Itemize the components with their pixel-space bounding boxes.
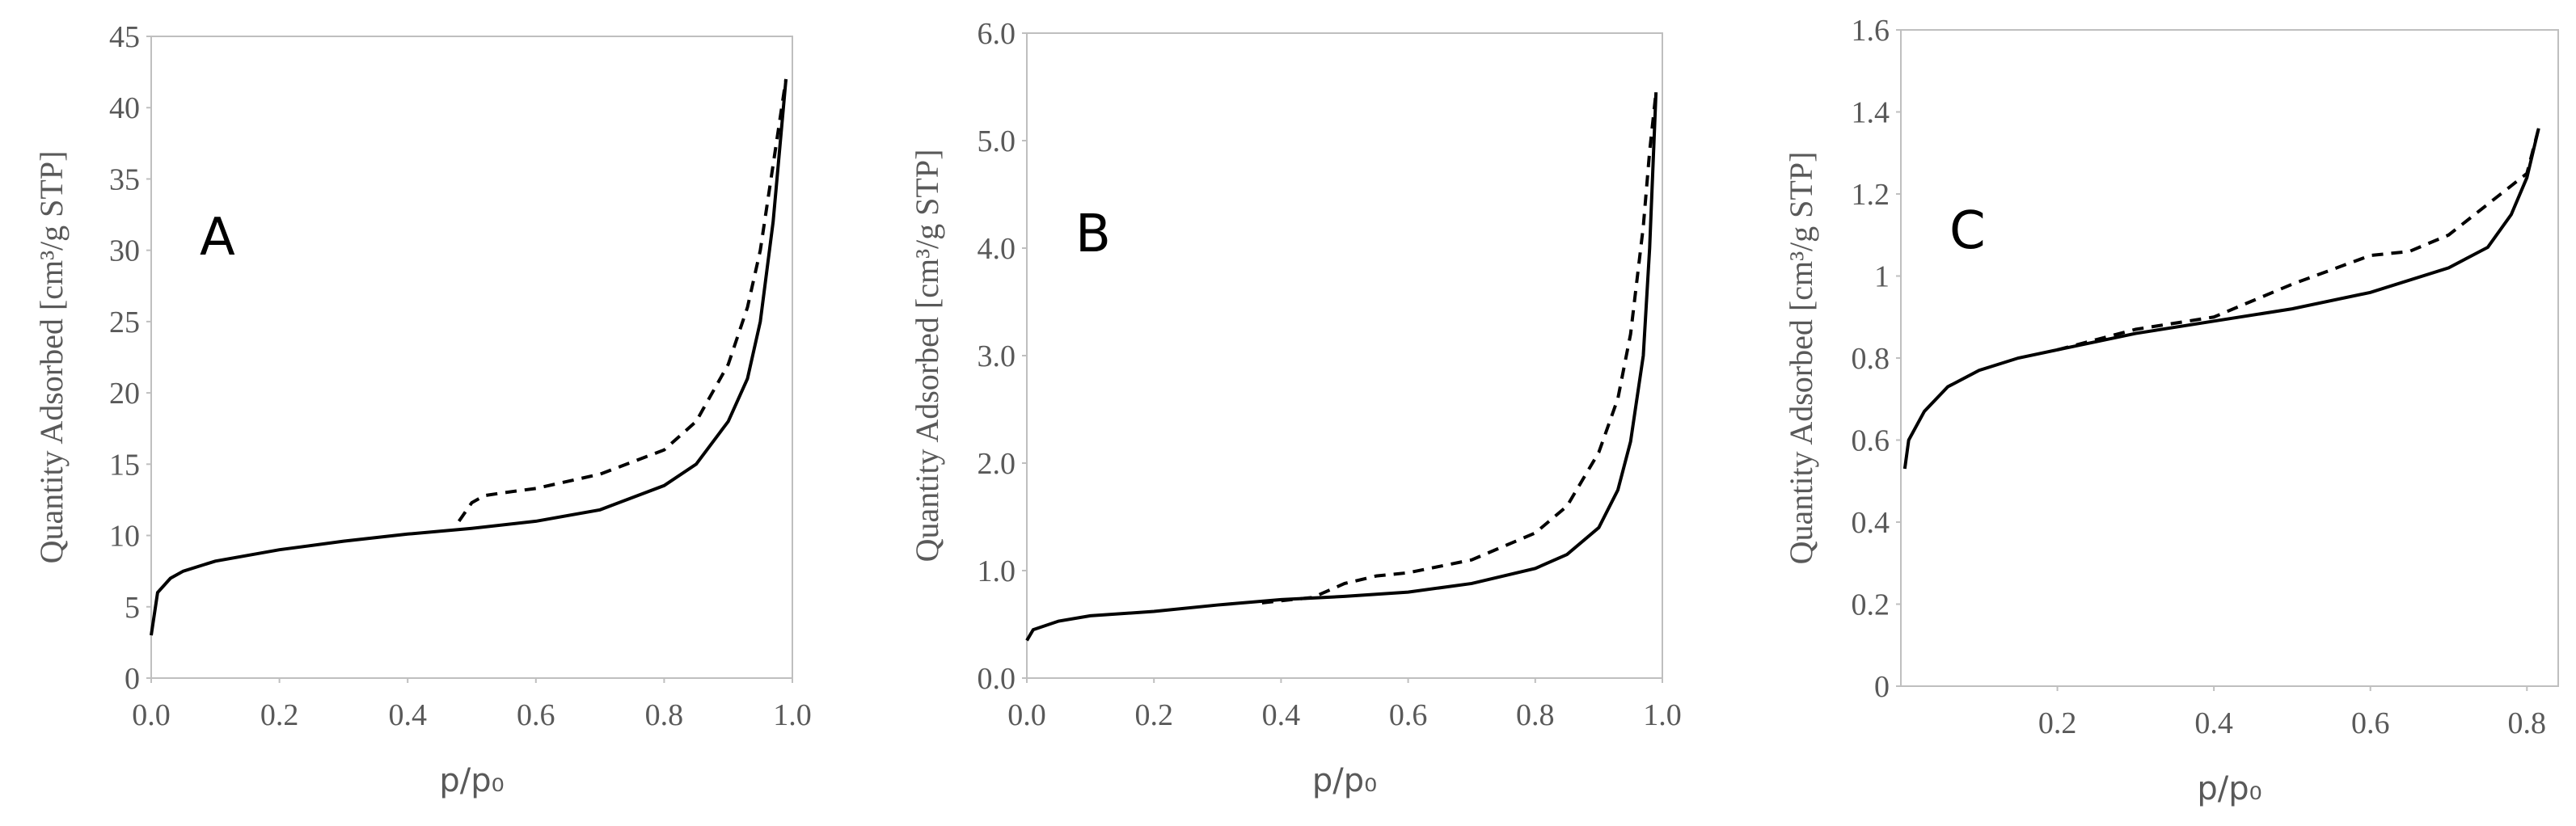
y-tick-label: 1 bbox=[1874, 260, 1890, 294]
isotherm-line bbox=[1902, 128, 2540, 470]
plot-frame bbox=[1026, 32, 1663, 679]
x-tick-label: 0.4 bbox=[388, 698, 427, 732]
panel-label: A bbox=[200, 208, 235, 268]
y-tick-label: 25 bbox=[109, 306, 140, 339]
isotherm-line bbox=[1261, 91, 1658, 605]
x-tick-label: 0.0 bbox=[132, 698, 171, 732]
y-tick-label: 0.6 bbox=[1852, 424, 1890, 458]
y-tick-label: 0 bbox=[125, 662, 140, 696]
y-tick-label: 0 bbox=[1874, 670, 1890, 704]
y-axis-label: Quantity Adsorbed [cm³/g STP] bbox=[1783, 152, 1819, 565]
x-tick-label: 0.6 bbox=[2351, 706, 2390, 740]
x-tick-label: 1.0 bbox=[773, 698, 812, 732]
y-tick-label: 1.2 bbox=[1852, 178, 1890, 212]
y-tick-label: 0.8 bbox=[1852, 342, 1890, 376]
y-tick-label: 30 bbox=[109, 234, 140, 268]
y-axis-label: Quantity Adsorbed [cm³/g STP] bbox=[33, 151, 70, 564]
x-tick-label: 0.4 bbox=[1262, 698, 1301, 732]
panel-label: C bbox=[1949, 201, 1986, 261]
y-tick-label: 1.4 bbox=[1852, 96, 1890, 130]
y-tick-label: 2.0 bbox=[978, 447, 1016, 481]
x-tick-label: 0.6 bbox=[1389, 698, 1428, 732]
chart: 0.0 1.0 2.0 3.0 4.0 5.0 6.0 0.0 0.2 0.4 0.6 0.8 1.0 p… bbox=[909, 17, 1682, 799]
y-axis-label: Quantity Adsorbed [cm³/g STP] bbox=[909, 150, 945, 563]
x-tick-label: 0.2 bbox=[2038, 706, 2077, 740]
y-tick-label: 1.6 bbox=[1852, 14, 1890, 48]
x-tick-label: 0.2 bbox=[260, 698, 299, 732]
chart: 0 0.2 0.4 0.6 0.8 1 1.2 1.4 1.6 0.2 0.4 0.6 0.8 p/p₀ Q… bbox=[1783, 14, 2559, 807]
y-tick-label: 6.0 bbox=[978, 17, 1016, 51]
y-tick-label: 4.0 bbox=[978, 232, 1016, 266]
isotherm-line bbox=[1025, 92, 1658, 642]
y-tick-label: 0.4 bbox=[1852, 506, 1890, 540]
y-tick-label: 3.0 bbox=[978, 339, 1016, 373]
x-tick-label: 0.8 bbox=[1516, 698, 1555, 732]
plot-frame bbox=[150, 36, 793, 679]
x-tick-label: 1.0 bbox=[1643, 698, 1682, 732]
y-tick-label: 35 bbox=[109, 162, 140, 196]
isotherm-line bbox=[150, 78, 788, 636]
x-tick-label: 0.6 bbox=[517, 698, 555, 732]
x-axis-label: p/p₀ bbox=[1312, 762, 1377, 799]
y-tick-label: 45 bbox=[109, 20, 140, 54]
y-tick-label: 5.0 bbox=[978, 124, 1016, 158]
chart: 0 5 10 15 20 25 30 35 40 45 0.0 0.2 0.4 0.6 0.8 1.0 p/p₀… bbox=[33, 20, 812, 799]
y-tick-label: 40 bbox=[109, 91, 140, 125]
panel-label: B bbox=[1075, 204, 1111, 264]
y-tick-label: 15 bbox=[109, 448, 140, 482]
plot-frame bbox=[1900, 29, 2559, 687]
x-tick-label: 0.4 bbox=[2194, 706, 2233, 740]
y-tick-label: 1.0 bbox=[978, 554, 1016, 588]
y-tick-label: 0.2 bbox=[1852, 588, 1890, 622]
x-axis-label: p/p₀ bbox=[2197, 770, 2261, 807]
x-tick-label: 0.8 bbox=[2508, 706, 2547, 740]
y-tick-label: 0.0 bbox=[978, 662, 1016, 696]
x-axis-label: p/p₀ bbox=[439, 762, 504, 799]
x-tick-label: 0.0 bbox=[1007, 698, 1046, 732]
y-tick-label: 5 bbox=[125, 591, 140, 625]
x-tick-label: 0.2 bbox=[1134, 698, 1173, 732]
x-tick-label: 0.8 bbox=[645, 698, 684, 732]
y-tick-label: 20 bbox=[109, 377, 140, 411]
isotherm-line bbox=[2057, 128, 2540, 352]
isotherm-line bbox=[457, 78, 788, 523]
y-tick-label: 10 bbox=[109, 520, 140, 554]
